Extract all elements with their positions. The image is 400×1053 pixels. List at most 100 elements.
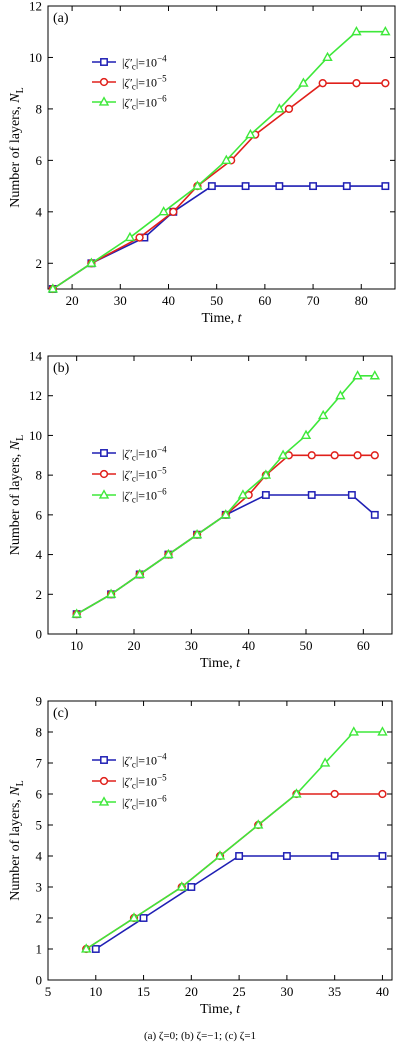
data-point	[71, 608, 82, 618]
legend: |ζ′c|=10−4 |ζ′c|=10−5 |ζ′c|=10−6	[92, 54, 167, 112]
data-point	[207, 182, 216, 191]
data-point	[370, 510, 379, 519]
panel-label: (a)	[53, 11, 69, 26]
y-tick-label: 0	[36, 973, 43, 988]
data-point	[274, 103, 285, 113]
data-point	[322, 51, 333, 62]
y-axis-label: Number of layers, NL	[8, 780, 26, 900]
data-point	[318, 409, 329, 420]
data-point	[253, 819, 264, 829]
data-point	[319, 757, 331, 767]
x-tick-label: 50	[300, 638, 313, 653]
data-point	[352, 79, 361, 88]
data-point	[176, 881, 187, 891]
data-point	[235, 852, 244, 860]
x-tick-label: 20	[66, 293, 79, 308]
y-tick-label: 5	[36, 818, 43, 833]
data-point	[318, 79, 327, 88]
x-tick-label: 10	[70, 638, 83, 653]
data-point	[134, 568, 145, 579]
x-tick-label: 40	[242, 638, 255, 653]
legend-marker	[99, 776, 109, 786]
data-point	[277, 449, 289, 459]
data-point	[309, 182, 318, 191]
data-point	[291, 788, 302, 798]
data-point	[370, 451, 379, 460]
y-tick-label: 6	[36, 153, 43, 168]
data-point	[335, 389, 346, 400]
series-line	[52, 30, 386, 290]
data-point	[351, 25, 362, 36]
x-tick-label: 40	[162, 293, 175, 308]
y-axis-label: Number of layers, NL	[8, 87, 26, 207]
data-point	[91, 945, 100, 953]
panel-label: (c)	[53, 706, 69, 721]
legend-marker	[100, 449, 108, 457]
data-point	[191, 528, 203, 539]
data-point	[135, 233, 144, 242]
data-point	[187, 883, 196, 891]
x-tick-label: 30	[280, 984, 293, 999]
legend-marker	[98, 96, 110, 106]
data-point	[260, 469, 272, 479]
y-tick-label: 8	[36, 101, 43, 116]
x-tick-label: 30	[185, 638, 198, 653]
data-point	[330, 852, 339, 860]
data-point	[381, 79, 390, 88]
x-tick-label: 15	[137, 984, 150, 999]
y-tick-label: 12	[29, 388, 42, 403]
series-circle	[72, 451, 379, 619]
x-tick-label: 20	[185, 984, 198, 999]
series-line	[95, 855, 383, 950]
series-line	[52, 185, 386, 290]
data-point	[298, 77, 309, 87]
data-point	[105, 588, 117, 598]
legend-entry: |ζ′c|=10−6	[122, 794, 167, 812]
legend-marker	[99, 77, 109, 87]
y-tick-label: 2	[36, 911, 43, 926]
data-point	[348, 726, 359, 736]
chart-panel-b: 10 20 30 40 50 60 0 2 4 6 8 10 12 14 (b) Time, t Number …	[8, 349, 393, 671]
x-axis-label: Time, t	[202, 311, 243, 326]
data-point	[347, 491, 356, 499]
data-point	[353, 451, 362, 460]
legend-entry: |ζ′c|=10−5	[122, 74, 167, 92]
data-point	[300, 429, 312, 440]
data-point	[352, 370, 363, 380]
legend-marker	[100, 58, 108, 66]
legend-entry: |ζ′c|=10−4	[122, 445, 167, 463]
y-tick-label: 7	[36, 756, 43, 771]
data-point	[275, 182, 284, 191]
y-tick-label: 3	[36, 880, 43, 895]
y-tick-label: 2	[36, 587, 43, 602]
data-point	[380, 25, 391, 36]
chart-panel-c: 5 10 15 20 25 30 35 40 0 1 2 3 4 5 6 7 8 9 (c) Time, t Numbe…	[8, 694, 393, 1017]
y-tick-label: 8	[36, 725, 43, 740]
y-tick-label: 10	[29, 428, 42, 443]
data-point	[220, 509, 231, 519]
legend-entry: |ζ′c|=10−5	[122, 773, 167, 791]
plot-frame	[47, 355, 393, 635]
plot-frame	[47, 5, 396, 290]
x-tick-label: 35	[328, 984, 341, 999]
data-point	[378, 789, 387, 799]
data-point	[128, 912, 140, 922]
x-tick-label: 60	[357, 638, 370, 653]
x-tick-label: 50	[210, 293, 223, 308]
x-axis-label: Time, t	[200, 1002, 241, 1017]
data-point	[330, 451, 339, 460]
data-point	[86, 257, 97, 267]
x-tick-label: 30	[114, 293, 127, 308]
series-triangle	[71, 370, 380, 618]
x-axis-label: Time, t	[200, 656, 241, 671]
legend-entry: |ζ′c|=10−4	[122, 752, 167, 770]
x-tick-label: 20	[128, 638, 141, 653]
y-tick-label: 6	[36, 787, 43, 802]
series-triangle	[81, 726, 388, 953]
legend-entry: |ζ′c|=10−6	[122, 94, 167, 112]
y-tick-label: 9	[36, 694, 43, 709]
data-point	[81, 943, 92, 953]
x-tick-label: 40	[376, 984, 389, 999]
data-point	[342, 182, 351, 191]
